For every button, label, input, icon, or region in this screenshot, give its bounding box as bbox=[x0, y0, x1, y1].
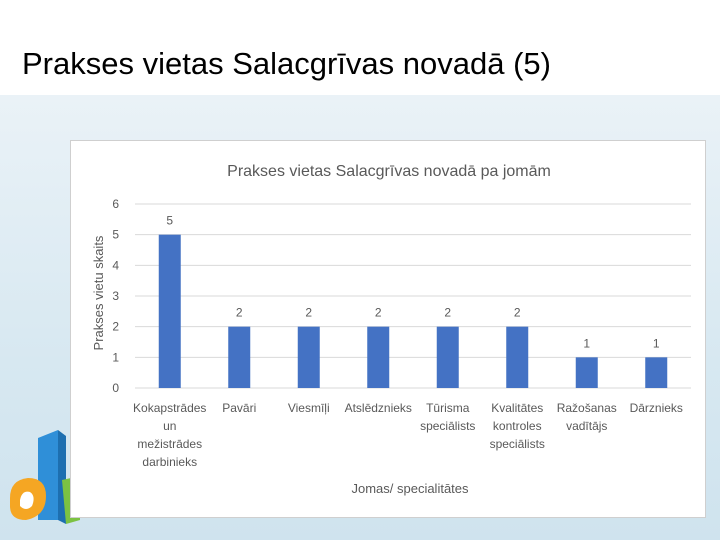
x-tick-label-line: vadītājs bbox=[566, 419, 607, 433]
bars bbox=[158, 234, 668, 388]
x-tick-label-line: Kokapstrādes bbox=[133, 401, 206, 415]
x-tick-label-line: mežistrādes bbox=[137, 437, 202, 451]
data-label: 2 bbox=[375, 306, 382, 320]
y-tick-label: 5 bbox=[112, 228, 119, 242]
bar bbox=[158, 234, 181, 388]
y-axis-ticks: 0 1 2 3 4 5 6 bbox=[112, 197, 119, 395]
data-label: 5 bbox=[166, 214, 173, 228]
x-tick-label-line: Dārznieks bbox=[630, 401, 683, 415]
bar bbox=[228, 326, 251, 388]
y-tick-label: 2 bbox=[112, 320, 119, 334]
x-tick-label-line: speciālists bbox=[490, 437, 545, 451]
x-tick-label-line: Atslēdznieks bbox=[345, 401, 412, 415]
y-axis-label: Prakses vietu skaits bbox=[91, 235, 106, 350]
x-tick-label: Kokapstrādes un mežistrādes darbinieks bbox=[133, 401, 206, 469]
y-tick-label: 6 bbox=[112, 197, 119, 211]
x-tick-label: Ražošanas vadītājs bbox=[557, 401, 617, 433]
data-label: 2 bbox=[236, 306, 243, 320]
data-label: 2 bbox=[514, 306, 521, 320]
x-tick-label-line: kontroles bbox=[493, 419, 542, 433]
x-tick-label-line: Pavāri bbox=[222, 401, 256, 415]
x-tick-label-line: Viesmīļi bbox=[288, 401, 330, 415]
x-tick-label-line: darbinieks bbox=[142, 455, 197, 469]
slide-title: Prakses vietas Salacgrīvas novadā (5) bbox=[22, 46, 551, 81]
y-tick-label: 4 bbox=[112, 258, 119, 272]
x-tick-label: Pavāri bbox=[222, 401, 256, 415]
gridlines bbox=[135, 203, 691, 389]
x-tick-label-line: Kvalitātes bbox=[491, 401, 543, 415]
x-tick-label-line: speciālists bbox=[420, 419, 475, 433]
x-tick-label-line: Tūrisma bbox=[426, 401, 470, 415]
bar bbox=[436, 326, 459, 388]
y-tick-label: 1 bbox=[112, 350, 119, 364]
data-label: 1 bbox=[653, 336, 660, 350]
x-tick-label-line: Ražošanas bbox=[557, 401, 617, 415]
data-label: 2 bbox=[305, 306, 312, 320]
x-tick-label: Dārznieks bbox=[630, 401, 683, 415]
x-tick-label: Viesmīļi bbox=[288, 401, 330, 415]
x-tick-label-line: un bbox=[163, 419, 176, 433]
y-tick-label: 0 bbox=[112, 381, 119, 395]
data-label: 1 bbox=[583, 336, 590, 350]
x-tick-label: Tūrisma speciālists bbox=[420, 401, 475, 433]
colorful-number-graphic-icon bbox=[10, 430, 80, 524]
bar-chart: Prakses vietas Salacgrīvas novadā pa jom… bbox=[91, 163, 691, 496]
y-tick-label: 3 bbox=[112, 289, 119, 303]
x-tick-label: Atslēdznieks bbox=[345, 401, 412, 415]
bar bbox=[575, 357, 598, 388]
chart-title: Prakses vietas Salacgrīvas novadā pa jom… bbox=[227, 163, 551, 180]
x-tick-label: Kvalitātes kontroles speciālists bbox=[490, 401, 545, 451]
data-label: 2 bbox=[444, 306, 451, 320]
x-axis-label: Jomas/ specialitātes bbox=[351, 481, 469, 496]
bar bbox=[367, 326, 390, 388]
chart-frame: Prakses vietas Salacgrīvas novadā pa jom… bbox=[70, 140, 706, 518]
x-axis-ticks: Kokapstrādes un mežistrādes darbinieks Pavār… bbox=[133, 401, 683, 469]
bar bbox=[297, 326, 320, 388]
data-labels: 5 2 2 2 2 2 1 1 bbox=[166, 214, 660, 351]
bar bbox=[645, 357, 668, 388]
bar bbox=[506, 326, 529, 388]
